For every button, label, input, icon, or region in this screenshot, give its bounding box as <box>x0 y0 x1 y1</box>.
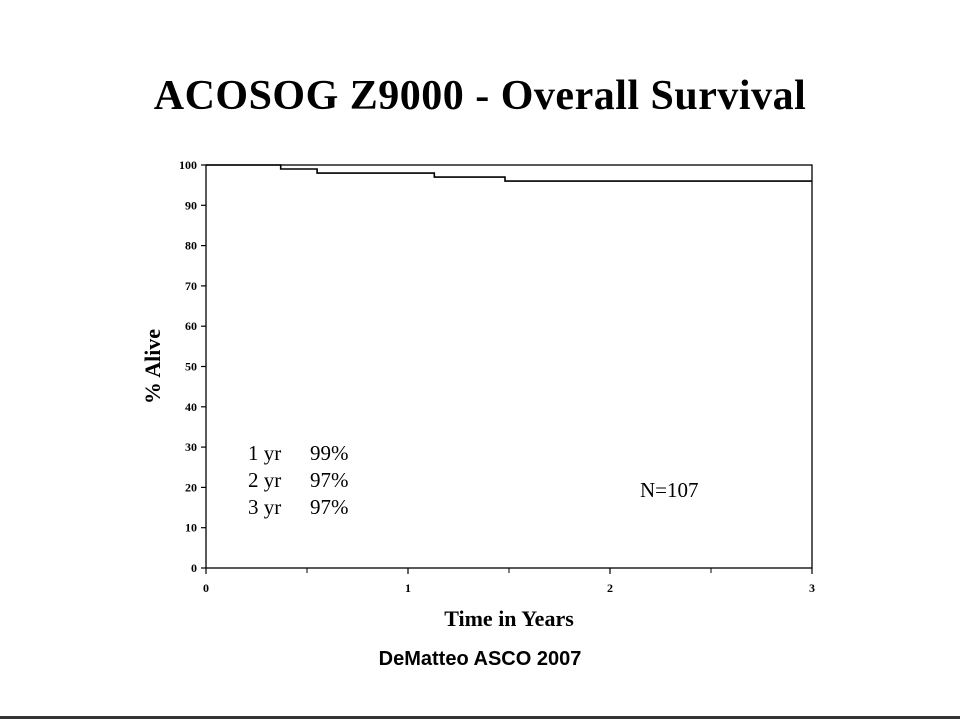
y-axis-title: % Alive <box>140 329 165 404</box>
survival-chart: 0 10 20 30 40 50 60 70 80 90 100 0 1 2 3 Time in Years… <box>140 158 815 631</box>
y-tick-label-50: 50 <box>185 360 197 374</box>
survival-rate-annotations: 1 yr 99% 2 yr 97% 3 yr 97% <box>248 441 349 519</box>
y-tick-label-40: 40 <box>185 400 197 414</box>
rate-time-label: 2 yr <box>248 468 281 492</box>
rate-value-label: 99% <box>310 441 349 465</box>
slide-title: ACOSOG Z9000 - Overall Survival <box>153 73 807 119</box>
x-tick-label-0: 0 <box>203 581 209 595</box>
y-tick-label-30: 30 <box>185 440 197 454</box>
y-tick-label-60: 60 <box>185 319 197 333</box>
y-tick-label-20: 20 <box>185 480 197 494</box>
chart-ticks: 0 10 20 30 40 50 60 70 80 90 100 0 1 2 3 <box>179 158 815 595</box>
rate-time-label: 1 yr <box>248 441 281 465</box>
sample-size-label: N=107 <box>640 478 699 502</box>
source-credit: DeMatteo ASCO 2007 <box>378 648 582 670</box>
y-tick-label-70: 70 <box>185 279 197 293</box>
y-tick-label-90: 90 <box>185 198 197 212</box>
x-tick-label-2: 2 <box>607 581 613 595</box>
bottom-divider <box>0 716 960 719</box>
chart-axes <box>205 164 813 569</box>
rate-time-label: 3 yr <box>248 495 281 519</box>
x-axis-title: Time in Years <box>444 606 574 631</box>
chart-series <box>206 164 812 182</box>
y-tick-label-80: 80 <box>185 239 197 253</box>
rate-value-label: 97% <box>310 468 349 492</box>
y-tick-label-100: 100 <box>179 158 197 172</box>
x-tick-label-3: 3 <box>809 581 815 595</box>
y-tick-label-0: 0 <box>191 561 197 575</box>
rate-value-label: 97% <box>310 495 349 519</box>
x-tick-label-1: 1 <box>405 581 411 595</box>
survival-curve-0 <box>206 164 812 182</box>
plot-frame <box>205 164 813 569</box>
y-tick-label-10: 10 <box>185 521 197 535</box>
